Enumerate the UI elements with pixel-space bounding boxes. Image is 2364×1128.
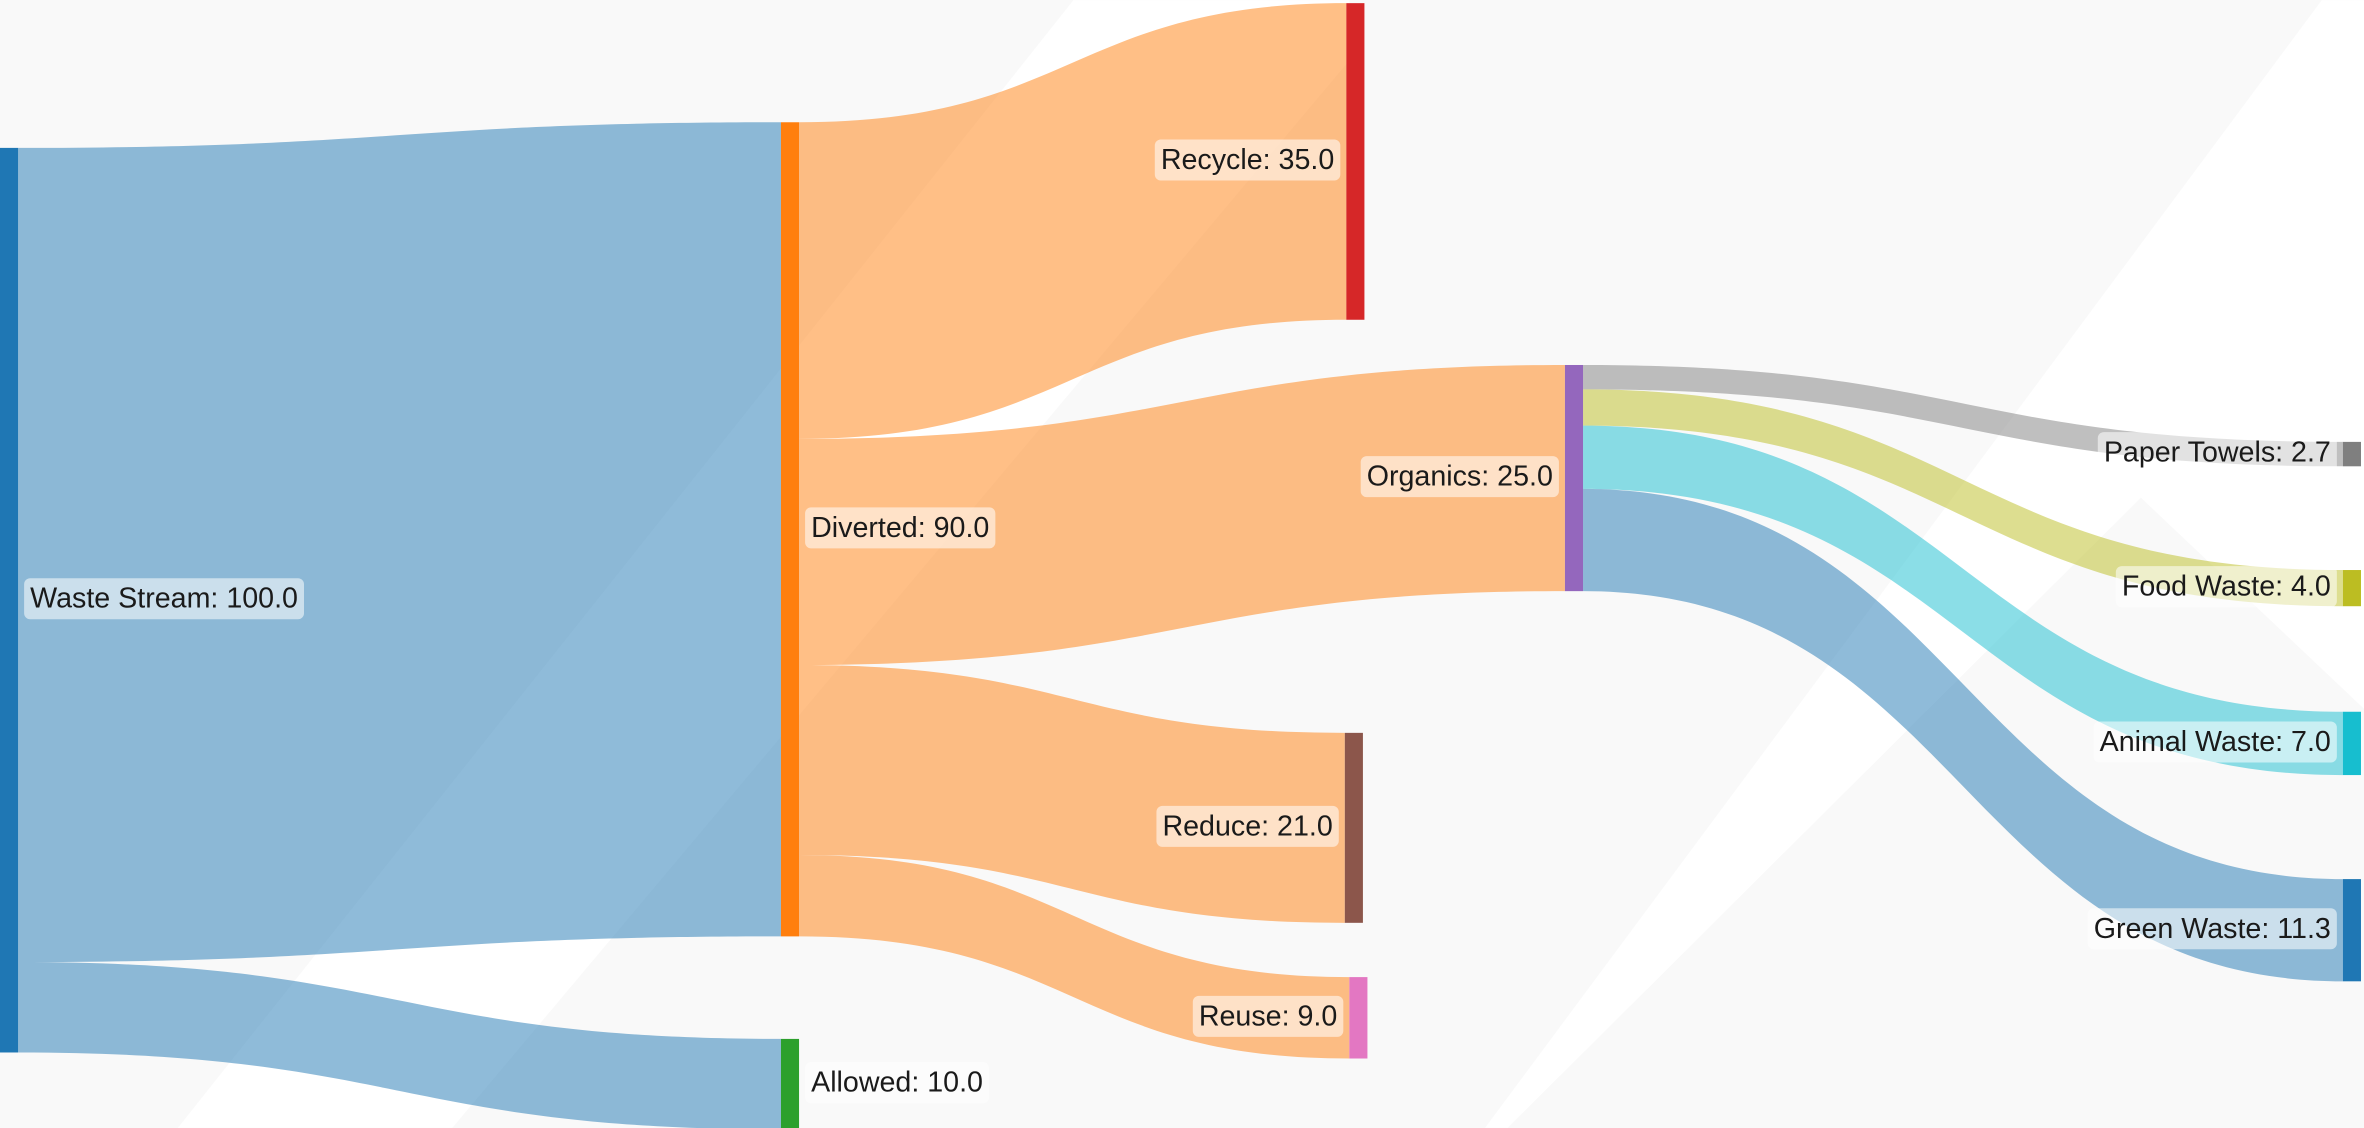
- node: [1346, 3, 1365, 320]
- label-background: [1156, 805, 1339, 847]
- link: [18, 122, 781, 963]
- nodes: [0, 3, 2361, 1128]
- link: [1583, 389, 2343, 607]
- node-label: Allowed: 10.0: [811, 1067, 983, 1099]
- node-label: Diverted: 90.0: [811, 512, 989, 544]
- node: [780, 122, 800, 937]
- label-background: [1154, 139, 1341, 181]
- node-label: Reduce: 21.0: [1162, 810, 1332, 842]
- node: [2342, 879, 2361, 982]
- label-background: [1360, 456, 1559, 498]
- node: [1344, 732, 1363, 923]
- node: [2342, 441, 2361, 467]
- label-background: [2115, 566, 2337, 608]
- label-background: [1192, 995, 1344, 1037]
- node-label: Reuse: 9.0: [1199, 1000, 1337, 1032]
- link: [799, 3, 1347, 439]
- node: [2342, 711, 2361, 776]
- label-background: [2087, 908, 2337, 950]
- node-label: Recycle: 35.0: [1161, 144, 1334, 176]
- label-background: [2093, 721, 2337, 763]
- node: [0, 147, 19, 1053]
- node: [2342, 570, 2361, 607]
- labels: Waste Stream: 100.0 Diverted: 90.0 Allowed…: [24, 139, 2337, 1104]
- node: [1564, 364, 1584, 592]
- node-label: Animal Waste: 7.0: [2100, 726, 2331, 758]
- link: [1583, 425, 2343, 776]
- label-background: [24, 578, 305, 620]
- node-label: Food Waste: 4.0: [2122, 571, 2331, 603]
- node: [780, 1038, 800, 1128]
- node: [1349, 977, 1368, 1059]
- link: [799, 665, 1345, 923]
- link: [18, 962, 781, 1128]
- link: [1583, 488, 2343, 982]
- node-label: Green Waste: 11.3: [2094, 913, 2331, 945]
- link: [799, 364, 1565, 666]
- node-label: Paper Towels: 2.7: [2104, 437, 2331, 469]
- node-label: Organics: 25.0: [1367, 461, 1553, 493]
- label-background: [805, 1062, 990, 1104]
- node-label: Waste Stream: 100.0: [30, 583, 298, 615]
- label-background: [2097, 432, 2337, 474]
- label-background: [805, 507, 996, 549]
